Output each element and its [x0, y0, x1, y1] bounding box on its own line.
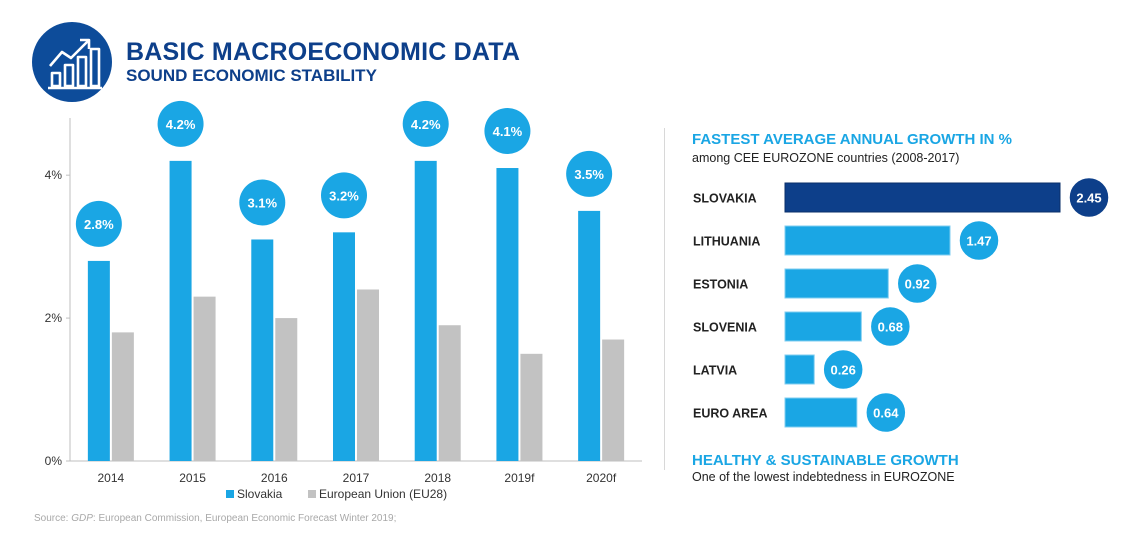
logo-badge	[32, 22, 112, 102]
bar-eu28	[357, 289, 379, 461]
y-tick-label: 2%	[45, 311, 63, 325]
growth-value-bubble	[869, 305, 912, 348]
legend-swatch-slovakia	[226, 490, 234, 498]
growth-value-label: 0.92	[905, 277, 930, 292]
growth-value-bubble	[1068, 176, 1110, 219]
bar-eu28	[193, 296, 216, 461]
bar-eu28	[438, 325, 461, 461]
growth-value-bubble	[822, 348, 864, 391]
growth-value-label: 0.64	[873, 406, 899, 421]
source-note: Source: GDP: European Commission, Europe…	[34, 513, 397, 524]
x-tick-label: 2017	[343, 471, 370, 485]
growth-value-label: 0.68	[878, 320, 903, 335]
data-label-bubble	[239, 179, 286, 226]
bar-slovakia	[251, 239, 274, 461]
growth-chart-title: FASTEST AVERAGE ANNUAL GROWTH IN %	[692, 131, 1013, 148]
x-tick-label: 2018	[424, 471, 451, 485]
data-label: 4.1%	[493, 124, 523, 139]
country-label: SLOVAKIA	[693, 192, 757, 206]
bar-eu28	[275, 318, 298, 461]
growth-value-bubble	[865, 391, 907, 434]
data-label: 4.2%	[166, 117, 196, 132]
data-label-bubble	[75, 200, 122, 247]
country-label: LITHUANIA	[693, 235, 760, 249]
x-tick-label: 2015	[179, 471, 206, 485]
growth-chart-icon	[48, 38, 102, 90]
growth-value-bubble	[958, 219, 1000, 262]
country-label: ESTONIA	[693, 278, 748, 292]
bar-slovakia	[169, 160, 192, 461]
bar-eu28	[520, 353, 543, 461]
data-label: 3.5%	[574, 167, 604, 182]
growth-bar	[784, 268, 889, 299]
growth-bar	[784, 354, 815, 385]
gdp-bar-chart: 0% 2% 4% 2.8% 2014 4.2% 2015 3.1% 2016 3.2% 2017 4.…	[45, 100, 642, 501]
x-tick-label: 2020f	[586, 471, 617, 485]
growth-bar	[784, 397, 858, 428]
bar-eu28	[111, 332, 134, 461]
x-tick-label: 2019f	[504, 471, 535, 485]
data-label-bubble	[157, 100, 204, 147]
bar-slovakia	[578, 210, 601, 461]
data-label-bubble	[484, 108, 531, 155]
bar-slovakia	[414, 160, 437, 461]
healthy-growth-subtitle: One of the lowest indebtedness in EUROZO…	[692, 470, 955, 484]
x-tick-label: 2014	[98, 471, 125, 485]
legend-label-eu28: European Union (EU28)	[319, 487, 447, 501]
legend-label-slovakia: Slovakia	[237, 487, 283, 501]
page-subtitle: SOUND ECONOMIC STABILITY	[126, 66, 377, 85]
country-label: SLOVENIA	[693, 321, 757, 335]
data-label: 4.2%	[411, 117, 441, 132]
growth-chart-subtitle: among CEE EUROZONE countries (2008-2017)	[692, 151, 960, 165]
data-label-bubble	[321, 172, 367, 219]
growth-value-label: 0.26	[831, 363, 856, 378]
bar-eu28	[602, 339, 625, 461]
data-label: 2.8%	[84, 217, 114, 232]
growth-value-label: 1.47	[966, 234, 991, 249]
data-label: 3.2%	[329, 188, 359, 203]
growth-bar	[784, 225, 951, 256]
growth-ranking-chart: SLOVAKIA 2.45 LITHUANIA 1.47 ESTONIA 0.92 SLOV…	[693, 176, 1110, 434]
bar-slovakia	[496, 168, 519, 462]
data-label-bubble	[402, 100, 449, 147]
legend-swatch-eu28	[308, 490, 316, 498]
growth-bar	[784, 182, 1061, 213]
bar-slovakia	[333, 232, 355, 461]
y-tick-label: 0%	[45, 454, 63, 468]
growth-bar	[784, 311, 862, 342]
country-label: EURO AREA	[693, 407, 768, 421]
page-title: BASIC MACROECONOMIC DATA	[126, 38, 521, 66]
y-tick-label: 4%	[45, 168, 63, 182]
bar-slovakia	[87, 260, 110, 461]
data-label: 3.1%	[247, 195, 277, 210]
x-tick-label: 2016	[261, 471, 288, 485]
data-label-bubble	[566, 150, 613, 197]
chart-legend: Slovakia European Union (EU28)	[226, 487, 447, 501]
growth-value-label: 2.45	[1076, 191, 1101, 206]
healthy-growth-title: HEALTHY & SUSTAINABLE GROWTH	[692, 452, 959, 469]
country-label: LATVIA	[693, 364, 737, 378]
growth-value-bubble	[896, 262, 939, 305]
section-divider	[664, 128, 665, 470]
